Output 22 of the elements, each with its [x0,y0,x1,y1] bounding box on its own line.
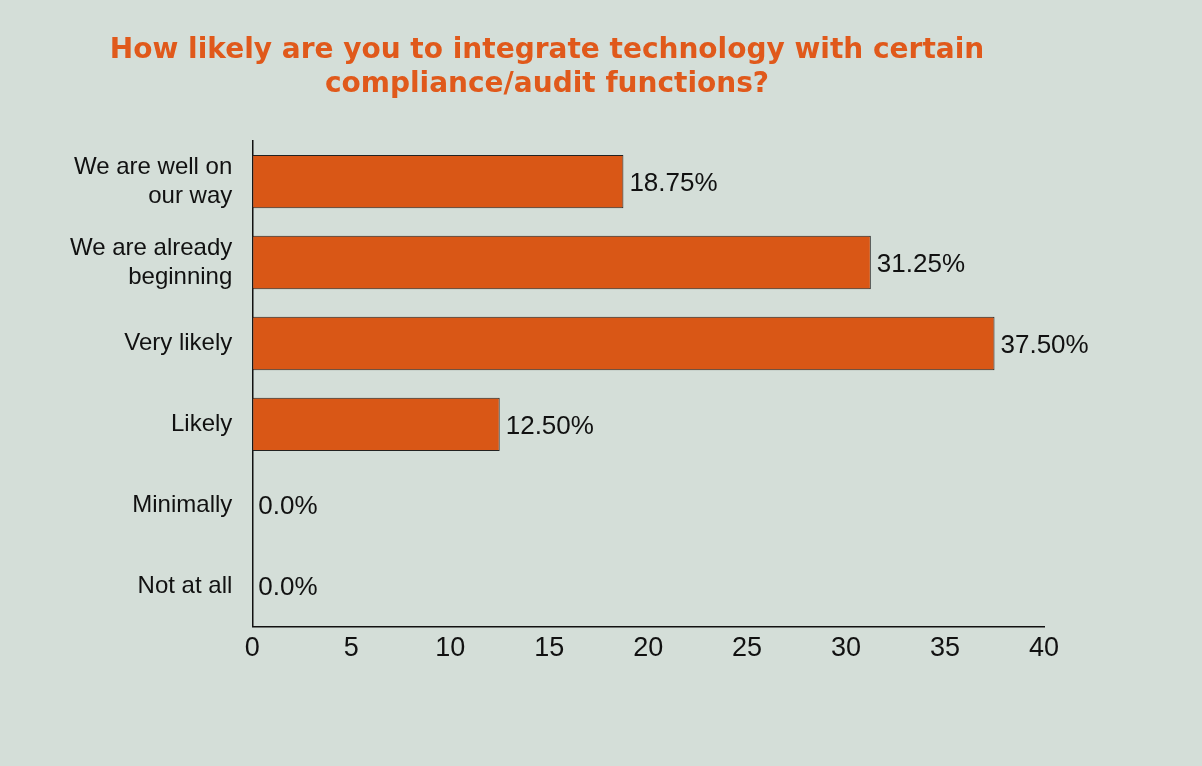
chart-title: How likely are you to integrate technology with certain compliance/audit functions? [109,32,985,99]
data-label: 37.50% [1000,328,1089,359]
data-label: 12.50% [505,409,594,440]
x-tick-label: 40 [1028,632,1060,663]
x-tick-label: 30 [831,632,862,663]
data-label: 0.0% [258,571,318,602]
x-tick-label: 35 [930,632,961,663]
data-label: 31.25% [876,247,965,278]
x-tick-label: 10 [435,632,466,663]
y-tick-label: Minimally [132,489,233,517]
x-tick-label: 15 [534,632,565,663]
x-tick-label: 0 [244,632,260,663]
y-tick-label: We are already beginning [69,232,233,289]
y-tick-label: Very likely [124,328,233,356]
x-tick-label: 25 [732,632,763,663]
x-tick-label: 5 [343,632,359,663]
data-label: 0.0% [258,490,318,521]
data-label: 18.75% [629,166,718,197]
y-tick-label: Likely [170,408,233,436]
y-tick-label: We are well on our way [74,151,233,208]
x-tick-label: 20 [633,632,664,663]
y-tick-label: Not at all [137,570,233,598]
